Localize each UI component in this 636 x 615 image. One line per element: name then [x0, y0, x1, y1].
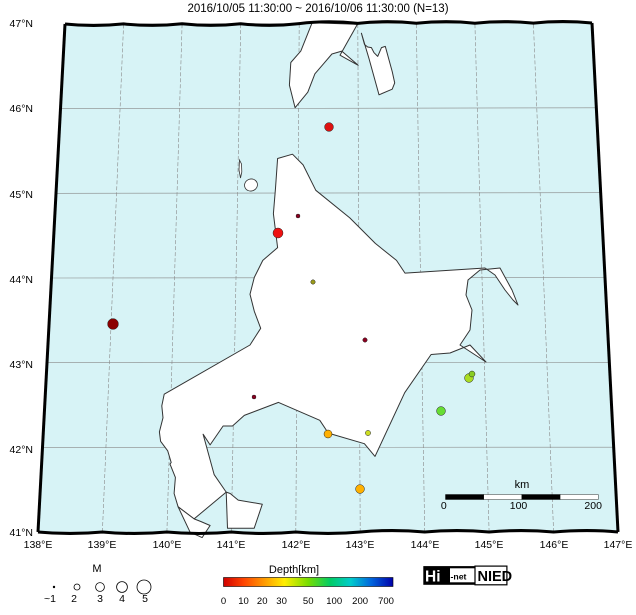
svg-text:Hi: Hi	[425, 569, 441, 586]
svg-text:43°N: 43°N	[10, 359, 33, 371]
svg-text:141°E: 141°E	[217, 539, 246, 551]
svg-text:142°E: 142°E	[282, 539, 311, 551]
svg-text:45°N: 45°N	[10, 189, 33, 201]
svg-text:139°E: 139°E	[88, 539, 117, 551]
svg-text:km: km	[515, 479, 530, 491]
svg-text:NIED: NIED	[478, 569, 513, 585]
svg-text:2: 2	[71, 593, 77, 605]
svg-text:50: 50	[303, 596, 314, 607]
svg-text:147°E: 147°E	[604, 539, 633, 551]
svg-text:100: 100	[510, 500, 528, 512]
svg-text:~1: ~1	[44, 593, 56, 605]
svg-text:5: 5	[142, 593, 148, 605]
svg-text:143°E: 143°E	[346, 539, 375, 551]
svg-text:144°E: 144°E	[411, 539, 440, 551]
svg-text:200: 200	[352, 596, 368, 607]
svg-text:0: 0	[441, 500, 447, 512]
svg-text:30: 30	[276, 596, 287, 607]
svg-text:145°E: 145°E	[475, 539, 504, 551]
svg-text:20: 20	[257, 596, 268, 607]
svg-text:-net: -net	[451, 572, 467, 582]
svg-text:44°N: 44°N	[10, 274, 33, 286]
svg-text:10: 10	[238, 596, 249, 607]
svg-text:146°E: 146°E	[540, 539, 569, 551]
svg-text:140°E: 140°E	[153, 539, 182, 551]
svg-text:41°N: 41°N	[10, 527, 33, 539]
svg-text:3: 3	[97, 593, 103, 605]
svg-text:4: 4	[119, 593, 125, 605]
svg-text:Depth[km]: Depth[km]	[269, 564, 319, 576]
svg-text:100: 100	[326, 596, 342, 607]
svg-text:200: 200	[584, 500, 602, 512]
svg-text:47°N: 47°N	[10, 18, 33, 30]
svg-text:46°N: 46°N	[10, 103, 33, 115]
svg-text:42°N: 42°N	[10, 444, 33, 456]
svg-text:138°E: 138°E	[24, 539, 53, 551]
svg-text:M: M	[92, 563, 101, 575]
svg-text:700: 700	[378, 596, 394, 607]
svg-text:2016/10/05 11:30:00 ~ 2016/10/: 2016/10/05 11:30:00 ~ 2016/10/06 11:30:0…	[187, 3, 448, 15]
svg-text:0: 0	[221, 596, 226, 607]
